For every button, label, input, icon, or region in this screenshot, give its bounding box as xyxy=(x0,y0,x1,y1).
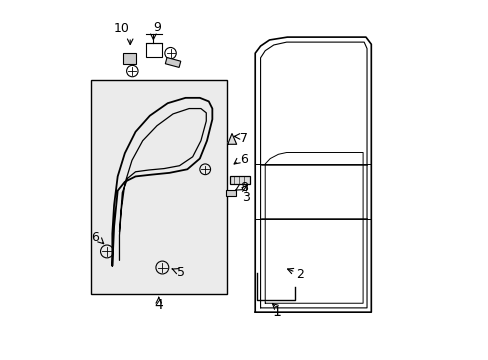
Bar xyxy=(230,176,249,184)
Text: 6: 6 xyxy=(91,231,99,244)
Polygon shape xyxy=(227,134,236,144)
Text: 2: 2 xyxy=(296,268,304,281)
Text: 8: 8 xyxy=(240,181,247,194)
Text: 4: 4 xyxy=(154,298,163,312)
Bar xyxy=(91,80,226,294)
Text: 9: 9 xyxy=(153,21,161,33)
Text: 6: 6 xyxy=(240,153,247,166)
Bar xyxy=(123,53,136,64)
Text: 10: 10 xyxy=(113,22,129,35)
Text: 1: 1 xyxy=(272,305,281,319)
Text: 5: 5 xyxy=(176,266,184,279)
Bar xyxy=(145,43,162,57)
Text: 7: 7 xyxy=(240,132,247,145)
Text: 3: 3 xyxy=(242,192,249,204)
Bar xyxy=(225,190,235,197)
Bar xyxy=(165,58,181,67)
